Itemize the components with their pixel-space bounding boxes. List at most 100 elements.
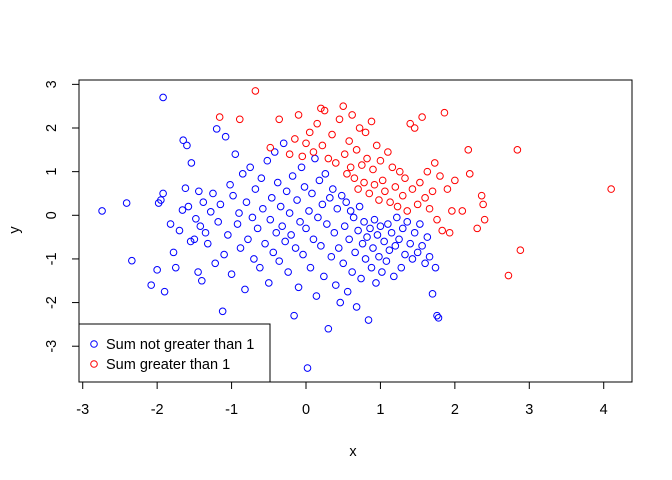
data-point [128,256,136,265]
data-point [281,237,289,246]
data-point [418,113,426,121]
data-point [434,314,443,322]
data-point [181,184,190,193]
y-tick-label: -3 [44,340,60,353]
data-point [198,276,206,285]
data-point [345,235,353,244]
data-point [423,233,432,241]
legend-marker-red [90,360,98,368]
data-point [203,239,212,248]
data-point [433,215,441,224]
data-point [363,233,371,241]
data-point [516,246,525,255]
data-point [398,191,407,200]
data-point [175,226,184,235]
data-point [235,209,243,217]
data-point [318,141,327,150]
data-point [227,270,236,279]
data-point [367,117,376,126]
x-tick-label: 3 [525,402,533,418]
data-point [305,207,313,215]
y-tick-label: -2 [44,296,60,309]
data-point [246,163,254,172]
data-point [465,170,474,178]
data-point [233,220,242,228]
data-point [261,239,269,248]
data-point [352,303,361,311]
data-point [303,364,312,372]
data-point [349,213,358,222]
data-point [244,235,252,244]
data-point [386,198,394,206]
data-point [294,111,303,119]
data-point [257,174,266,182]
data-point [153,266,161,274]
data-point [331,281,340,289]
data-point [306,263,315,272]
data-point [284,268,292,276]
data-point [375,196,383,204]
data-point [340,150,349,158]
data-point [327,252,336,261]
data-point [355,202,364,211]
data-point [348,268,356,276]
data-point [275,257,284,265]
data-point [413,248,422,257]
data-point [348,111,356,119]
data-point [430,159,439,167]
data-point [423,167,432,176]
y-axis: -3 -2 -1 0 1 2 3 [44,80,80,353]
data-point [309,235,318,244]
legend-box [78,323,271,383]
data-point [334,244,343,252]
data-point [194,268,202,276]
data-point [336,298,345,307]
data-point [226,180,234,189]
data-point [333,204,342,213]
data-point [183,141,191,150]
data-point [282,187,291,196]
data-point [403,218,412,226]
data-point [360,218,368,226]
data-point [376,156,385,165]
data-point [296,218,304,226]
x-tick-label: -2 [151,402,164,418]
x-tick-label: 2 [451,402,459,418]
series-blue [98,93,443,372]
data-point [607,185,615,193]
y-tick-label: 1 [44,168,60,176]
data-point [309,148,318,156]
data-point [425,204,434,213]
data-point [364,316,373,324]
data-point [201,228,210,237]
data-point [365,189,374,198]
legend-label-red: Sum greater than 1 [106,357,230,373]
data-point [195,187,203,196]
data-point [367,263,376,272]
data-point [231,150,240,158]
data-point [343,287,352,296]
data-point [275,115,284,124]
data-point [431,263,440,272]
data-point [352,146,361,154]
data-point [315,176,324,185]
data-point [361,255,370,263]
data-point [397,263,406,272]
data-point [285,150,294,158]
points-layer [98,87,615,372]
data-point [220,250,228,259]
data-point [190,235,199,244]
data-point [380,237,388,246]
data-point [480,215,489,224]
data-point [403,207,412,215]
data-point [381,187,389,196]
data-point [215,113,224,121]
data-point [272,228,281,237]
data-point [504,271,513,280]
data-point [302,139,310,148]
y-tick-label: 3 [44,80,60,88]
data-point [171,263,180,272]
data-point [159,93,167,102]
data-point [273,178,282,187]
